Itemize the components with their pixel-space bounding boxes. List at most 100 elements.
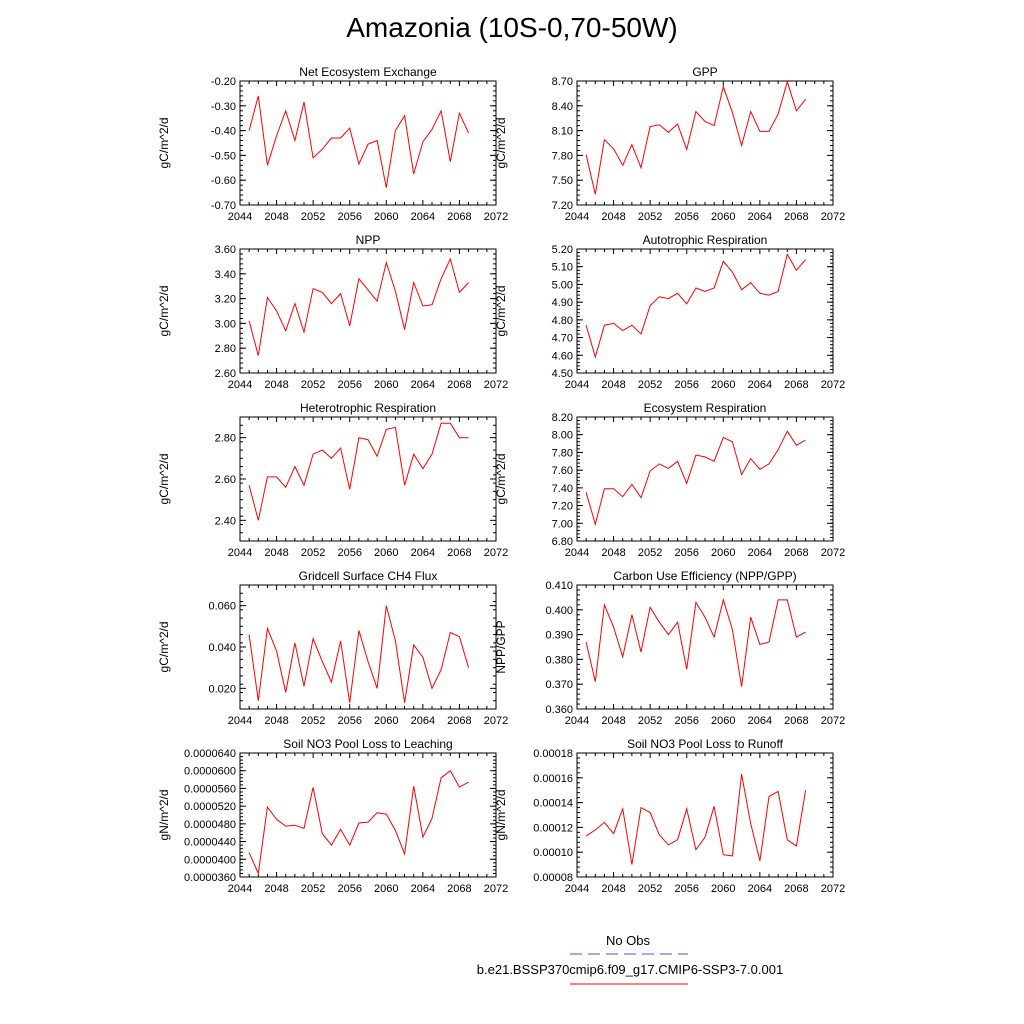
y-tick-label: 2.60: [215, 474, 236, 486]
x-tick-label: 2064: [748, 715, 772, 727]
x-tick-label: 2072: [821, 547, 845, 559]
x-tick-label: 2056: [337, 883, 361, 895]
x-tick-label: 2068: [447, 379, 471, 391]
chart-gridcell-surface-ch4-flux: Gridcell Surface CH4 Flux gC/m^2/d 2044 204…: [157, 569, 508, 727]
x-tick-label: 2072: [484, 715, 508, 727]
x-tick-label: 2048: [264, 211, 288, 223]
series-line: [585, 430, 806, 527]
y-tick-label: 0.040: [208, 642, 236, 654]
x-tick-label: 2052: [301, 211, 325, 223]
chart-autotrophic-respiration: Autotrophic Respiration gC/m^2/d 2044 2048 2…: [494, 233, 845, 391]
series-line: [248, 95, 470, 188]
x-tick-label: 2048: [264, 379, 288, 391]
series-line: [248, 605, 470, 703]
y-axis-label: gC/m^2/d: [157, 454, 171, 505]
x-tick-label: 2064: [748, 883, 772, 895]
x-tick-label: 2064: [411, 547, 435, 559]
y-tick-label: 0.360: [545, 704, 573, 716]
y-tick-label: 2.80: [215, 343, 236, 355]
y-tick-label: 7.20: [552, 501, 573, 513]
x-tick-label: 2072: [821, 715, 845, 727]
x-tick-label: 2068: [447, 883, 471, 895]
x-tick-label: 2060: [711, 211, 735, 223]
y-tick-label: 0.00016: [533, 773, 573, 785]
y-tick-label: 7.20: [552, 200, 573, 212]
plot-frame: [576, 80, 834, 206]
y-tick-label: -0.50: [211, 150, 236, 162]
series-line: [248, 422, 469, 521]
x-tick-label: 2068: [784, 715, 808, 727]
x-tick-label: 2060: [374, 379, 398, 391]
x-tick-label: 2048: [601, 883, 625, 895]
chart-title: Soil NO3 Pool Loss to Leaching: [283, 737, 452, 751]
x-tick-label: 2048: [601, 211, 625, 223]
plot-frame: [239, 584, 497, 710]
x-tick-label: 2056: [674, 883, 698, 895]
chart-title: Soil NO3 Pool Loss to Runoff: [627, 737, 784, 751]
y-tick-label: 7.60: [552, 465, 573, 477]
chart-heterotrophic-respiration: Heterotrophic Respiration gC/m^2/d 2044 204…: [157, 401, 508, 559]
y-tick-label: 8.20: [552, 412, 573, 424]
y-tick-label: 7.80: [552, 150, 573, 162]
y-tick-label: 7.40: [552, 483, 573, 495]
plot-frame: [576, 584, 834, 710]
y-tick-label: 4.70: [552, 333, 573, 345]
x-tick-label: 2072: [821, 883, 845, 895]
x-tick-label: 2064: [748, 379, 772, 391]
plot-frame: [576, 416, 834, 542]
y-tick-label: 0.400: [545, 605, 573, 617]
x-tick-label: 2068: [447, 211, 471, 223]
y-tick-label: 0.0000440: [184, 837, 236, 849]
y-tick-label: 0.020: [208, 683, 236, 695]
x-tick-label: 2056: [337, 211, 361, 223]
y-tick-label: 6.80: [552, 536, 573, 548]
y-tick-label: 8.40: [552, 101, 573, 113]
x-tick-label: 2056: [674, 379, 698, 391]
x-tick-label: 2068: [447, 547, 471, 559]
x-tick-label: 2060: [711, 547, 735, 559]
x-tick-label: 2064: [411, 715, 435, 727]
series-line: [585, 774, 807, 865]
x-tick-label: 2044: [565, 211, 589, 223]
x-tick-label: 2052: [638, 211, 662, 223]
x-tick-label: 2072: [484, 883, 508, 895]
y-tick-label: 7.80: [552, 447, 573, 459]
x-tick-label: 2048: [264, 883, 288, 895]
x-tick-label: 2044: [228, 211, 252, 223]
x-tick-label: 2064: [411, 379, 435, 391]
y-tick-label: 0.0000480: [184, 819, 236, 831]
x-tick-label: 2048: [264, 715, 288, 727]
y-axis-label: gC/m^2/d: [157, 118, 171, 169]
x-tick-label: 2048: [601, 379, 625, 391]
x-tick-label: 2052: [301, 379, 325, 391]
y-axis-label: gC/m^2/d: [494, 454, 508, 505]
y-tick-label: 0.060: [208, 601, 236, 613]
y-tick-label: 4.80: [552, 315, 573, 327]
y-tick-label: 0.410: [545, 580, 573, 592]
y-tick-label: 3.20: [215, 294, 236, 306]
x-tick-label: 2056: [337, 547, 361, 559]
y-tick-label: 4.50: [552, 368, 573, 380]
x-tick-label: 2068: [784, 883, 808, 895]
y-tick-label: 0.0000560: [184, 783, 236, 795]
y-tick-label: 0.0000600: [184, 766, 236, 778]
y-tick-label: 7.50: [552, 175, 573, 187]
x-tick-label: 2056: [674, 547, 698, 559]
chart-carbon-use-efficiency-npp-gpp: Carbon Use Efficiency (NPP/GPP) NPP/GPP 20…: [494, 569, 845, 727]
series-line: [585, 252, 806, 359]
series-line: [248, 769, 469, 876]
y-tick-label: 3.60: [215, 244, 236, 256]
y-tick-label: 3.00: [215, 318, 236, 330]
x-tick-label: 2044: [565, 883, 589, 895]
x-tick-label: 2048: [601, 547, 625, 559]
main-title: Amazonia (10S-0,70-50W): [346, 12, 678, 43]
x-tick-label: 2064: [411, 883, 435, 895]
y-tick-label: 8.00: [552, 430, 573, 442]
x-tick-label: 2044: [228, 379, 252, 391]
x-tick-label: 2044: [228, 547, 252, 559]
y-tick-label: 8.70: [552, 76, 573, 88]
y-tick-label: 0.00018: [533, 748, 573, 760]
y-tick-label: -0.30: [211, 101, 236, 113]
x-tick-label: 2060: [374, 211, 398, 223]
